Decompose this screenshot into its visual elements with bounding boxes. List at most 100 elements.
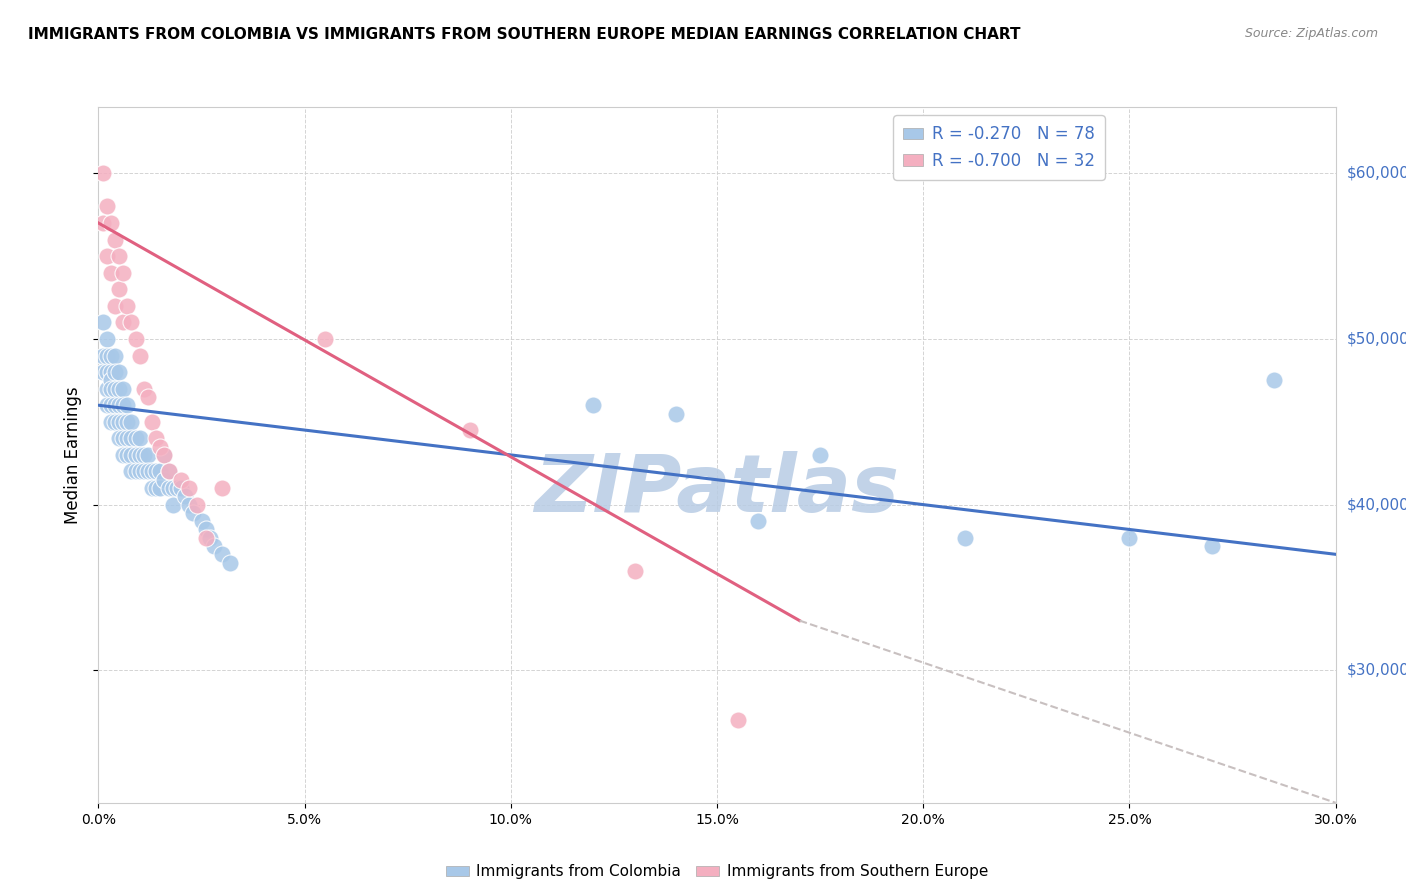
Point — [117, 415, 139, 429]
Point — [96, 382, 118, 396]
Point — [194, 531, 217, 545]
Text: $40,000: $40,000 — [1347, 497, 1406, 512]
Point — [100, 373, 122, 387]
Text: Source: ZipAtlas.com: Source: ZipAtlas.com — [1244, 27, 1378, 40]
Point — [120, 448, 142, 462]
Point — [202, 539, 225, 553]
Text: IMMIGRANTS FROM COLOMBIA VS IMMIGRANTS FROM SOUTHERN EUROPE MEDIAN EARNINGS CORR: IMMIGRANTS FROM COLOMBIA VS IMMIGRANTS F… — [28, 27, 1021, 42]
Point — [108, 365, 131, 379]
Point — [108, 382, 131, 396]
Point — [117, 398, 139, 412]
Point — [153, 448, 176, 462]
Point — [112, 448, 135, 462]
Point — [219, 556, 242, 570]
Point — [174, 489, 197, 503]
Point — [458, 423, 481, 437]
Point — [181, 506, 204, 520]
Point — [96, 332, 118, 346]
Point — [149, 481, 172, 495]
Point — [120, 415, 142, 429]
Point — [100, 365, 122, 379]
Point — [149, 440, 172, 454]
Point — [808, 448, 831, 462]
Point — [128, 465, 150, 479]
Point — [747, 514, 769, 528]
Point — [108, 249, 131, 263]
Point — [186, 498, 208, 512]
Point — [104, 233, 127, 247]
Legend: Immigrants from Colombia, Immigrants from Southern Europe: Immigrants from Colombia, Immigrants fro… — [440, 858, 994, 886]
Point — [120, 315, 142, 329]
Point — [132, 448, 155, 462]
Point — [141, 481, 163, 495]
Point — [190, 514, 212, 528]
Point — [112, 398, 135, 412]
Point — [124, 332, 146, 346]
Point — [104, 349, 127, 363]
Point — [104, 365, 127, 379]
Point — [124, 431, 146, 445]
Point — [120, 431, 142, 445]
Point — [132, 382, 155, 396]
Point — [91, 216, 114, 230]
Point — [132, 465, 155, 479]
Point — [141, 465, 163, 479]
Point — [141, 415, 163, 429]
Point — [104, 382, 127, 396]
Point — [108, 431, 131, 445]
Point — [100, 216, 122, 230]
Point — [117, 299, 139, 313]
Point — [1263, 373, 1285, 387]
Point — [314, 332, 336, 346]
Point — [96, 398, 118, 412]
Point — [136, 465, 159, 479]
Point — [157, 465, 180, 479]
Text: ZIPatlas: ZIPatlas — [534, 450, 900, 529]
Point — [117, 448, 139, 462]
Text: $50,000: $50,000 — [1347, 332, 1406, 346]
Point — [91, 349, 114, 363]
Point — [170, 473, 193, 487]
Point — [91, 315, 114, 329]
Point — [727, 713, 749, 727]
Point — [623, 564, 645, 578]
Point — [104, 398, 127, 412]
Point — [582, 398, 605, 412]
Point — [198, 531, 221, 545]
Point — [117, 431, 139, 445]
Point — [108, 398, 131, 412]
Point — [112, 266, 135, 280]
Point — [211, 547, 233, 561]
Point — [91, 166, 114, 180]
Point — [112, 431, 135, 445]
Point — [96, 199, 118, 213]
Point — [145, 481, 167, 495]
Point — [100, 398, 122, 412]
Point — [100, 415, 122, 429]
Point — [953, 531, 976, 545]
Text: $60,000: $60,000 — [1347, 166, 1406, 181]
Point — [104, 299, 127, 313]
Point — [145, 431, 167, 445]
Point — [149, 465, 172, 479]
Text: $30,000: $30,000 — [1347, 663, 1406, 678]
Point — [157, 481, 180, 495]
Point — [124, 465, 146, 479]
Point — [112, 382, 135, 396]
Point — [128, 448, 150, 462]
Point — [136, 390, 159, 404]
Point — [128, 349, 150, 363]
Y-axis label: Median Earnings: Median Earnings — [65, 386, 83, 524]
Point — [104, 415, 127, 429]
Point — [170, 481, 193, 495]
Point — [162, 481, 184, 495]
Point — [112, 315, 135, 329]
Point — [96, 365, 118, 379]
Point — [100, 349, 122, 363]
Point — [112, 415, 135, 429]
Point — [153, 473, 176, 487]
Point — [162, 498, 184, 512]
Point — [665, 407, 688, 421]
Point — [136, 448, 159, 462]
Point — [211, 481, 233, 495]
